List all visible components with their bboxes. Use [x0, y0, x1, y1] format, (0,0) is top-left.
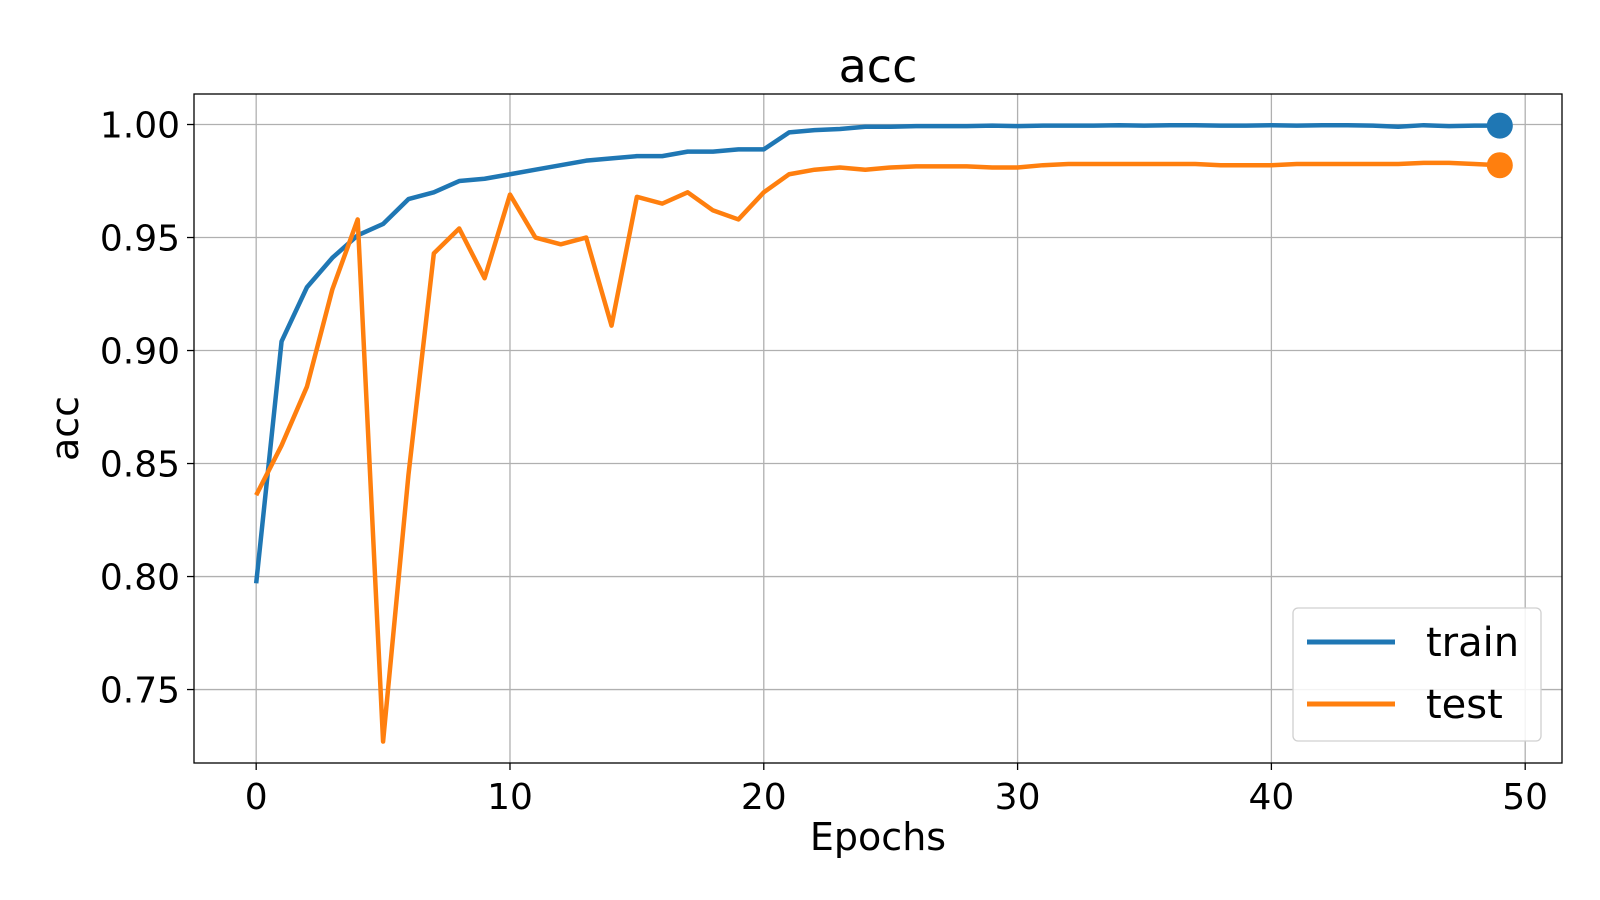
x-tick-label: 30: [995, 777, 1041, 818]
x-tick-label: 40: [1248, 777, 1294, 818]
chart-title: acc: [839, 39, 918, 93]
end-marker-test: [1486, 152, 1513, 179]
y-tick-label: 0.90: [100, 332, 180, 373]
x-tick-label: 0: [245, 777, 268, 818]
series-line-train: [253, 122, 1500, 584]
x-axis-label: Epochs: [810, 815, 946, 859]
series-lines: [253, 112, 1513, 744]
x-tick-label: 20: [741, 777, 787, 818]
x-tick-label: 50: [1502, 777, 1548, 818]
y-tick-label: 0.75: [100, 671, 180, 712]
end-marker-train: [1486, 112, 1513, 139]
y-tick-label: 0.85: [100, 445, 180, 486]
series-line-test: [254, 160, 1500, 744]
y-axis-label: acc: [43, 396, 87, 461]
x-tick-label: 10: [487, 777, 533, 818]
y-tick-label: 1.00: [100, 106, 180, 147]
axis-ticks: 0 10 20 30 40 50 0.75 0.80 0.85 0.90 0.95 1.00: [100, 106, 1548, 818]
grid: [194, 94, 1562, 763]
y-tick-label: 0.80: [100, 558, 180, 599]
legend-label-train: train: [1426, 620, 1519, 666]
legend-label-test: test: [1426, 682, 1503, 728]
plot-area-frame: [193, 93, 1563, 764]
y-tick-label: 0.95: [100, 219, 180, 260]
legend: train test: [1292, 607, 1542, 742]
